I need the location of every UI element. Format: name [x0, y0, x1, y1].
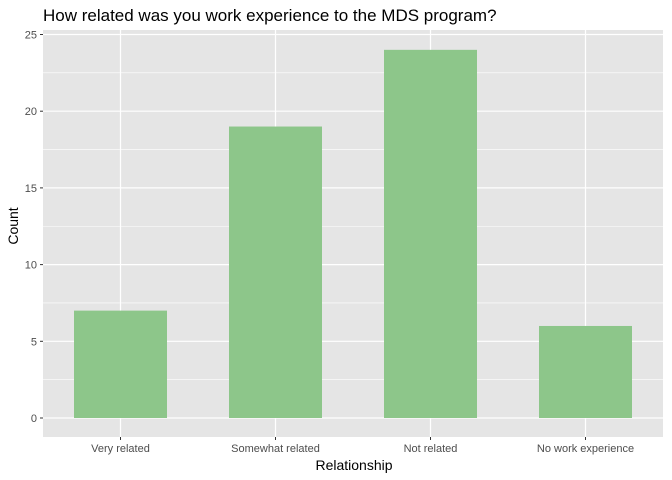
- x-tick-label: Somewhat related: [231, 443, 320, 455]
- bar: [74, 310, 167, 418]
- chart-title: How related was you work experience to t…: [43, 6, 497, 25]
- y-tick-label: 20: [25, 106, 37, 118]
- bar: [229, 126, 322, 418]
- y-tick-label: 15: [25, 183, 37, 195]
- y-tick-label: 5: [31, 336, 37, 348]
- y-axis-title: Count: [5, 207, 21, 244]
- bar: [539, 325, 632, 418]
- bars: [74, 49, 632, 419]
- x-tick-label: Very related: [91, 443, 150, 455]
- x-axis: Very related Somewhat related Not related N…: [91, 437, 634, 455]
- x-tick-label: No work experience: [537, 443, 634, 455]
- y-tick-label: 10: [25, 260, 37, 272]
- y-tick-label: 0: [31, 413, 37, 425]
- x-axis-title: Relationship: [315, 457, 392, 473]
- bar: [384, 49, 477, 419]
- y-tick-label: 25: [25, 30, 37, 42]
- x-tick-label: Not related: [404, 443, 458, 455]
- y-axis: 0 5 10 15 20 25: [25, 30, 43, 425]
